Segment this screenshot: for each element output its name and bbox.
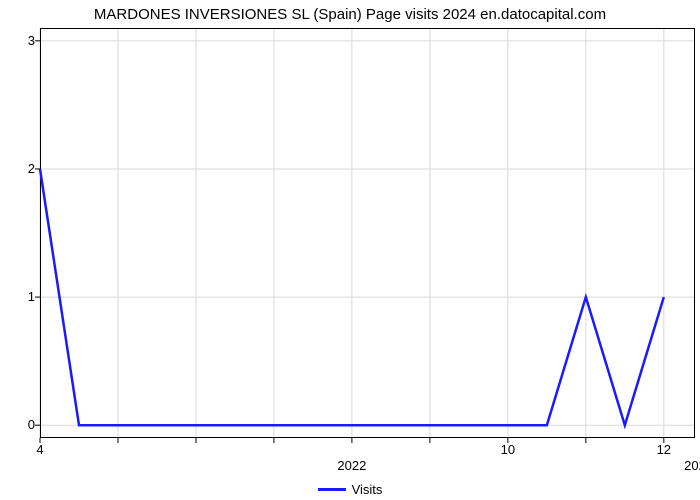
- y-tick-label: 0: [5, 417, 35, 432]
- x-tick-label: 4: [36, 442, 43, 457]
- chart-title: MARDONES INVERSIONES SL (Spain) Page vis…: [0, 6, 700, 23]
- chart-legend: Visits: [0, 478, 700, 497]
- y-tick-label: 1: [5, 289, 35, 304]
- y-tick-label: 3: [5, 33, 35, 48]
- x-tick-label: 10: [501, 442, 515, 457]
- chart-container: MARDONES INVERSIONES SL (Spain) Page vis…: [0, 0, 700, 500]
- y-tick-label: 2: [5, 161, 35, 176]
- x-sublabel: 202: [684, 458, 700, 473]
- chart-plot: [40, 28, 695, 438]
- legend-item: Visits: [318, 482, 383, 497]
- legend-label: Visits: [352, 482, 383, 497]
- x-tick-label: 12: [657, 442, 671, 457]
- legend-swatch: [318, 488, 346, 491]
- x-sublabel: 2022: [337, 458, 366, 473]
